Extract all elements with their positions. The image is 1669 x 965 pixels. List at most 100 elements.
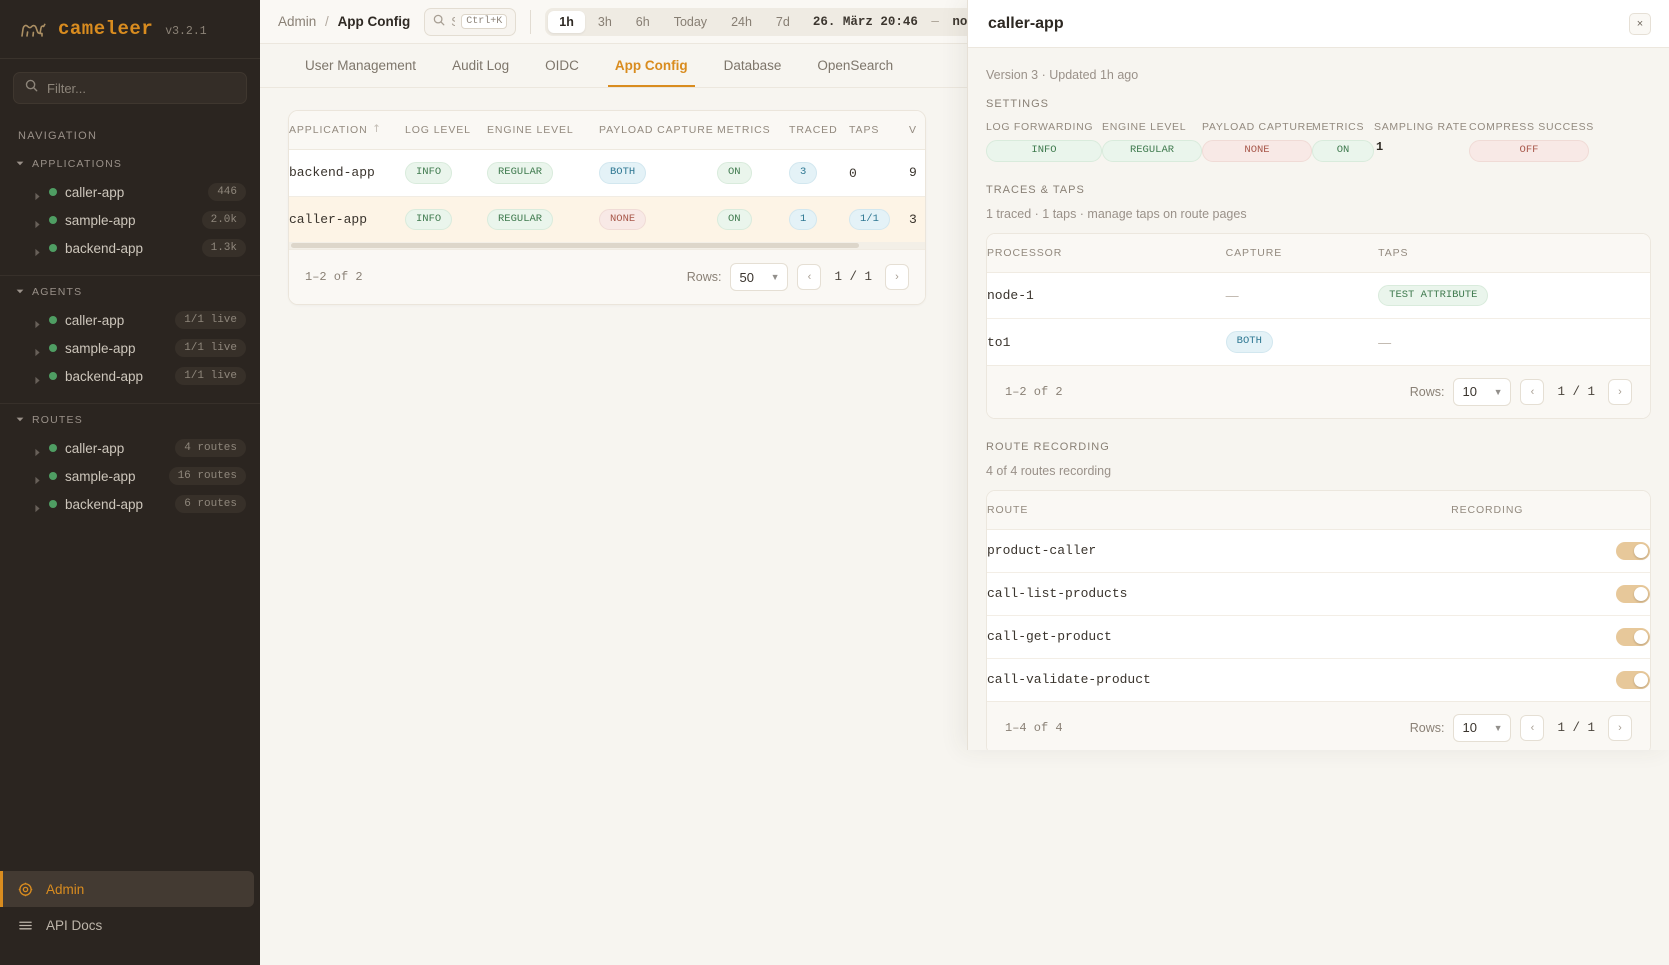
- sidebar-item-api-docs[interactable]: API Docs: [0, 907, 260, 943]
- traces-header-row: PROCESSOR CAPTURE TAPS: [987, 233, 1650, 273]
- chevron-right-icon[interactable]: [34, 472, 41, 484]
- filter-box[interactable]: [13, 72, 247, 104]
- breadcrumb[interactable]: Admin / App Config: [278, 14, 410, 29]
- col-version[interactable]: V: [909, 111, 925, 150]
- nav-group-label: APPLICATIONS: [32, 158, 123, 170]
- range-6h[interactable]: 6h: [635, 14, 650, 29]
- routes-prev-button[interactable]: ‹: [1520, 714, 1545, 741]
- nav-group-header[interactable]: APPLICATIONS: [0, 152, 260, 178]
- cell-route: call-validate-product: [987, 672, 1151, 688]
- tab-opensearch[interactable]: OpenSearch: [817, 58, 894, 73]
- range-today[interactable]: Today: [673, 14, 708, 29]
- range-1h[interactable]: 1h: [548, 10, 585, 33]
- chevron-right-icon[interactable]: [34, 316, 41, 328]
- setting-badge: INFO: [986, 140, 1102, 162]
- sidebar-item-label: backend-app: [65, 240, 144, 256]
- traces-prev-button[interactable]: ‹: [1520, 378, 1545, 405]
- cell-route: call-get-product: [987, 615, 1452, 659]
- topbar: Admin / App Config Se… Ctrl+K 1h 3h 6h T…: [260, 0, 1669, 44]
- global-search[interactable]: Se… Ctrl+K: [424, 7, 517, 36]
- traces-rows-select[interactable]: 10 ▼: [1453, 377, 1512, 406]
- nav-group-header[interactable]: ROUTES: [0, 408, 260, 434]
- cell-capture: —: [1225, 272, 1379, 320]
- routes-next-button[interactable]: ›: [1608, 714, 1632, 741]
- sidebar-item-badge: 2.0k: [201, 211, 246, 229]
- routes-row[interactable]: call-validate-product: [987, 658, 1650, 701]
- payload-capture-badge: NONE: [599, 208, 647, 231]
- sidebar-item-label: caller-app: [65, 184, 125, 200]
- status-dot: [49, 188, 57, 196]
- range-dash: —: [931, 14, 939, 29]
- traces-row[interactable]: node-1— TEST ATTRIBUTE: [987, 272, 1650, 320]
- tab-oidc[interactable]: OIDC: [545, 58, 579, 73]
- chevron-right-icon[interactable]: [34, 188, 41, 200]
- brand[interactable]: cameleer v3.2.1: [0, 0, 260, 58]
- col-traced[interactable]: TRACED: [789, 111, 849, 150]
- col-metrics[interactable]: METRICS: [717, 111, 789, 150]
- col-application[interactable]: APPLICATION: [289, 111, 405, 150]
- nav-group-header[interactable]: AGENTS: [0, 280, 260, 306]
- tab-database[interactable]: Database: [723, 58, 782, 73]
- taps-empty: —: [1378, 334, 1392, 350]
- chevron-right-icon[interactable]: [34, 244, 41, 256]
- chevron-right-icon[interactable]: [34, 444, 41, 456]
- sidebar-item-routes-sample-app[interactable]: sample-app 16 routes: [0, 462, 260, 490]
- setting-log-forwarding: LOG FORWARDING INFO: [986, 121, 1102, 162]
- cell-taps: 0: [849, 149, 909, 197]
- sidebar-item-agents-backend-app[interactable]: backend-app 1/1 live: [0, 362, 260, 390]
- chevron-down-icon: [16, 415, 24, 423]
- sidebar-item-agents-sample-app[interactable]: sample-app 1/1 live: [0, 334, 260, 362]
- table-row[interactable]: backend-app INFO REGULAR BOTH ON 3 0 9: [289, 149, 925, 197]
- recording-toggle[interactable]: [1616, 670, 1650, 689]
- engine-level-badge: REGULAR: [487, 208, 554, 231]
- range-7d[interactable]: 7d: [775, 14, 790, 29]
- recording-toggle[interactable]: [1616, 627, 1650, 646]
- table-row[interactable]: caller-app INFO REGULAR NONE ON 1 1/1 3: [289, 196, 925, 243]
- sidebar-item-badge: 446: [208, 183, 246, 201]
- sidebar-item-routes-caller-app[interactable]: caller-app 4 routes: [0, 434, 260, 462]
- prev-page-button[interactable]: ‹: [797, 264, 822, 291]
- tab-app-config[interactable]: App Config: [598, 44, 705, 87]
- recording-toggle[interactable]: [1616, 541, 1650, 560]
- col-payload-capture[interactable]: PAYLOAD CAPTURE: [599, 111, 717, 150]
- tab-audit-log[interactable]: Audit Log: [452, 58, 510, 73]
- recording-toggle[interactable]: [1616, 584, 1650, 603]
- chevron-right-icon[interactable]: [34, 344, 41, 356]
- tab-user-management[interactable]: User Management: [305, 58, 417, 73]
- chevron-right-icon[interactable]: [34, 372, 41, 384]
- range-readout[interactable]: 26. März 20:46 — now: [803, 11, 985, 33]
- cell-processor: to1: [987, 334, 1011, 350]
- routes-row[interactable]: call-get-product: [987, 615, 1650, 659]
- col-taps[interactable]: TAPS: [849, 111, 909, 150]
- col-engine-level[interactable]: ENGINE LEVEL: [487, 111, 599, 150]
- col-route: ROUTE: [987, 490, 1452, 530]
- range-3h[interactable]: 3h: [597, 14, 612, 29]
- close-icon[interactable]: ×: [1629, 12, 1651, 35]
- chevron-right-icon[interactable]: [34, 500, 41, 512]
- breadcrumb-root[interactable]: Admin: [278, 14, 317, 29]
- routes-row[interactable]: product-caller: [987, 529, 1650, 573]
- sidebar-item-applications-caller-app[interactable]: caller-app 446: [0, 178, 260, 206]
- routes-row[interactable]: call-list-products: [987, 572, 1650, 616]
- traces-row[interactable]: to1 BOTH —: [987, 319, 1650, 366]
- range-24h[interactable]: 24h: [731, 14, 752, 29]
- sidebar-item-admin[interactable]: Admin: [0, 871, 254, 907]
- routes-table: ROUTE RECORDING product-caller call-list-…: [987, 490, 1650, 750]
- col-log-level[interactable]: LOG LEVEL: [405, 111, 487, 150]
- sidebar-item-routes-backend-app[interactable]: backend-app 6 routes: [0, 490, 260, 518]
- sidebar-item-applications-backend-app[interactable]: backend-app 1.3k: [0, 234, 260, 262]
- traces-next-button[interactable]: ›: [1608, 378, 1632, 405]
- cell-payload-capture: NONE: [599, 196, 717, 243]
- filter-input[interactable]: [47, 80, 235, 96]
- scrollbar-thumb[interactable]: [291, 243, 859, 249]
- horizontal-scrollbar[interactable]: [289, 242, 925, 250]
- routes-rows-select[interactable]: 10 ▼: [1453, 713, 1512, 742]
- sidebar-item-applications-sample-app[interactable]: sample-app 2.0k: [0, 206, 260, 234]
- chevron-right-icon[interactable]: [34, 216, 41, 228]
- rows-per-page-select[interactable]: 50 ▼: [730, 263, 789, 292]
- col-taps: TAPS: [1378, 233, 1650, 273]
- sidebar-item-agents-caller-app[interactable]: caller-app 1/1 live: [0, 306, 260, 334]
- nav-group-label: AGENTS: [32, 286, 83, 298]
- next-page-button[interactable]: ›: [885, 264, 909, 291]
